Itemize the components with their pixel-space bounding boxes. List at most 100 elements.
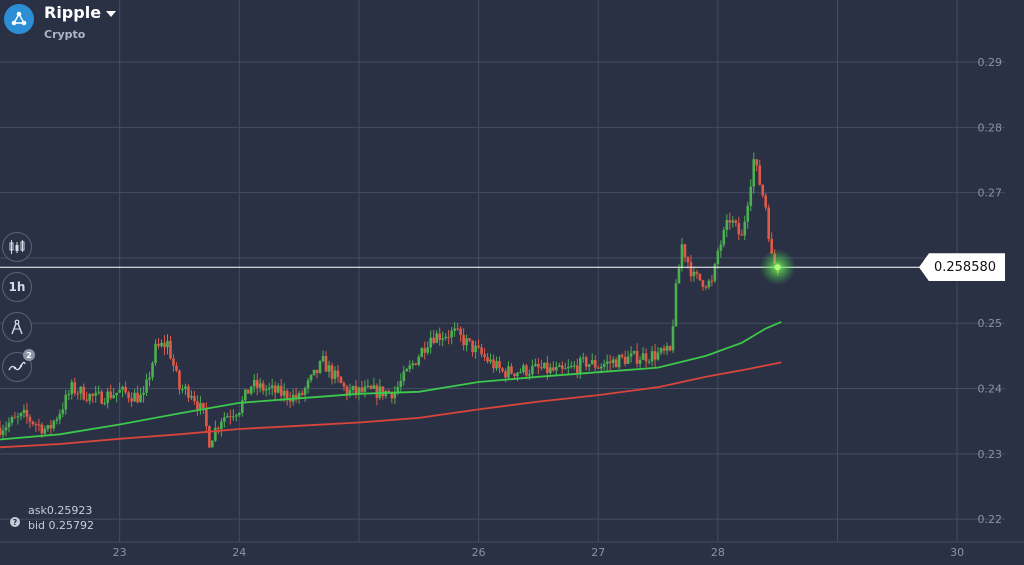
indicators-button[interactable]: 2 <box>2 349 35 382</box>
candle-body <box>722 230 726 245</box>
candle-body <box>638 359 642 364</box>
candle-body <box>145 379 148 393</box>
timeframe-button[interactable]: 1h <box>2 272 32 302</box>
candle-body <box>190 396 193 398</box>
candle-body <box>498 361 501 369</box>
candle-body <box>199 402 202 410</box>
candle-body <box>734 220 738 223</box>
candle-body <box>88 393 92 401</box>
candle-body <box>363 386 367 392</box>
y-tick-label: 0.22 <box>978 513 1003 526</box>
candle-body <box>537 363 540 368</box>
candle-body <box>435 333 438 343</box>
candle-body <box>459 328 462 335</box>
candle-body <box>611 359 615 363</box>
candle-body <box>288 399 292 402</box>
candle-body <box>471 340 474 353</box>
candle-body <box>327 365 331 372</box>
y-tick-label: 0.24 <box>978 383 1003 396</box>
y-tick-label: 0.27 <box>978 187 1003 200</box>
y-tick-label: 0.25 <box>978 317 1003 330</box>
candle-body <box>623 356 627 364</box>
chart-type-button[interactable] <box>2 232 32 262</box>
candle-body <box>243 389 247 401</box>
candle-body <box>34 424 38 426</box>
candle-body <box>531 365 534 375</box>
candle-body <box>764 195 768 208</box>
candle-body <box>40 424 44 434</box>
chart-toolbar: 1h 2 <box>0 232 35 392</box>
candle-body <box>626 356 630 364</box>
candle-body <box>318 361 322 373</box>
candle-body <box>7 422 11 428</box>
candle-body <box>659 348 663 353</box>
candle-body <box>692 271 696 277</box>
candle-body <box>240 400 244 413</box>
candle-body <box>575 365 579 373</box>
candle-body <box>752 159 756 187</box>
candle-body <box>285 390 289 400</box>
candle-body <box>710 280 714 282</box>
candle-body <box>234 415 238 417</box>
candle-body <box>525 365 528 376</box>
bid-row: bid 0.25792 <box>10 518 94 533</box>
candle-body <box>546 362 549 373</box>
candle-body <box>369 385 373 389</box>
candle-body <box>112 395 115 399</box>
candle-body <box>540 367 543 369</box>
candle-body <box>483 354 486 357</box>
candle-body <box>160 342 163 346</box>
candle-body <box>249 386 253 394</box>
candle-body <box>671 326 675 351</box>
candle-body <box>393 392 397 399</box>
candle-body <box>118 389 121 393</box>
candle-body <box>668 346 672 351</box>
candle-body <box>1 430 5 435</box>
x-tick-label: 26 <box>472 546 486 559</box>
candle-body <box>405 368 409 372</box>
candle-body <box>513 373 516 377</box>
moving-averages <box>0 321 782 449</box>
candle-body <box>357 387 361 394</box>
indicators-count-badge: 2 <box>23 349 35 361</box>
candle-body <box>528 374 531 376</box>
candle-body <box>0 427 2 435</box>
candle-body <box>127 392 130 399</box>
candle-body <box>731 220 735 223</box>
moving-average-slow-line <box>0 361 782 449</box>
candle-body <box>73 382 77 394</box>
candle-body <box>438 333 441 340</box>
candle-body <box>202 402 205 409</box>
candle-body <box>707 280 711 288</box>
candle-body <box>656 352 660 360</box>
candle-body <box>719 244 723 251</box>
candle-body <box>294 394 298 399</box>
chart-grid <box>0 0 1024 543</box>
candle-body <box>178 370 181 390</box>
candle-body <box>417 356 421 365</box>
candle-body <box>725 220 729 231</box>
candle-body <box>749 186 753 206</box>
candle-body <box>181 389 184 391</box>
drawing-tools-button[interactable] <box>2 312 32 342</box>
candle-body <box>10 417 14 423</box>
candle-body <box>629 353 633 357</box>
asset-selector[interactable]: Ripple <box>44 3 117 22</box>
candle-body <box>255 380 259 388</box>
candle-body <box>608 361 612 363</box>
candle-body <box>124 386 127 393</box>
asset-title: Ripple <box>44 3 102 22</box>
axis-ticks: 0.220.230.240.250.260.270.280.2923242627… <box>113 56 1002 559</box>
help-icon[interactable]: ? <box>10 517 20 527</box>
candle-body <box>426 347 430 353</box>
candle-body <box>441 338 444 340</box>
candle-body <box>19 413 23 417</box>
candle-body <box>232 416 235 418</box>
bid-value: 0.25792 <box>48 519 95 532</box>
candle-body <box>644 353 648 362</box>
candle-body <box>543 362 546 369</box>
candle-body <box>193 396 196 402</box>
candle-body <box>348 389 352 396</box>
x-tick-label: 30 <box>950 546 964 559</box>
